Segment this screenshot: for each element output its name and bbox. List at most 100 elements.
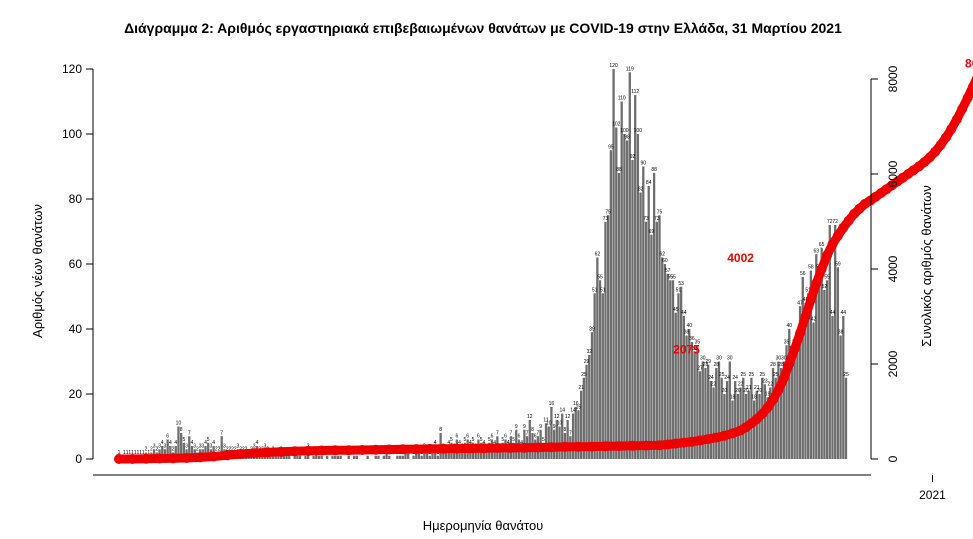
bar [782, 361, 785, 459]
bar [796, 338, 799, 459]
bar [177, 426, 180, 459]
bar-value-label: 30 [700, 356, 706, 362]
bar [277, 455, 280, 459]
bar-value-label: 2 [218, 447, 221, 453]
bar-value-label: 12 [554, 414, 560, 420]
cumulative-point [827, 239, 838, 250]
bar-value-label: 2 [145, 447, 148, 453]
bar [831, 316, 834, 459]
bar-value-label: 90 [641, 161, 647, 167]
bar-value-label: 3 [158, 443, 161, 449]
bar-value-label: 98 [624, 135, 630, 141]
bar [844, 377, 848, 459]
bar [331, 455, 334, 459]
bar-value-label: 16 [549, 401, 555, 407]
bar [190, 446, 194, 459]
bar-value-label: 2 [215, 447, 218, 453]
bar [204, 446, 207, 459]
bar-value-label: 110 [618, 96, 626, 102]
bar [288, 455, 291, 459]
bar [593, 293, 596, 459]
bar-value-label: 5 [480, 437, 483, 443]
bar [652, 173, 656, 459]
bar-value-label: 72 [832, 219, 838, 225]
bar-value-label: 10 [176, 421, 182, 427]
bar-value-label: 25 [759, 372, 765, 378]
bar-value-label: 15 [576, 404, 582, 410]
bar-value-label: 3 [253, 443, 256, 449]
bar [752, 400, 756, 459]
bar [588, 355, 591, 459]
bar-value-label: 7 [220, 430, 223, 436]
cumulative-point [127, 454, 138, 464]
bar [774, 377, 777, 459]
bar [161, 446, 164, 459]
bar-value-label: 9 [523, 424, 526, 430]
cumulative-point [678, 437, 689, 448]
y-axis-right-label: Συνολικός αριθμός θανάτων [919, 185, 934, 346]
bar-value-label: 21 [578, 385, 584, 391]
cumulative-point [370, 444, 381, 455]
bar-value-label: 1 [139, 450, 142, 456]
bar [679, 286, 683, 459]
bar [655, 221, 658, 459]
bar [690, 342, 694, 459]
bar-value-label: 3 [264, 443, 267, 449]
bar-value-label: 2 [196, 447, 199, 453]
cumulative-point [832, 230, 843, 241]
bar-value-label: 55 [597, 274, 603, 280]
bar [590, 332, 594, 459]
bar [571, 413, 575, 459]
cumulative-point [343, 445, 354, 456]
bar-value-label: 59 [835, 261, 841, 267]
bar [617, 173, 621, 459]
bar-value-label: 3 [193, 443, 196, 449]
bar-value-label: 36 [689, 336, 695, 342]
bar [398, 455, 402, 459]
cumulative-point [384, 444, 395, 455]
bar-value-label: 27 [697, 365, 703, 371]
bar-value-label: 60 [662, 258, 668, 264]
bar-value-label: 56 [800, 271, 806, 277]
bar-value-label: 5 [512, 437, 515, 443]
bar-value-label: 1 [147, 450, 150, 456]
bar [658, 215, 661, 459]
bar-value-label: 1 [137, 450, 140, 456]
bar-value-label: 63 [813, 248, 819, 254]
bar-value-label: 100 [620, 128, 629, 134]
bars-layer [117, 69, 848, 459]
y-right-tick-label: 2000 [886, 350, 900, 377]
cumulative-point [397, 444, 408, 455]
bar-value-label: 4 [482, 440, 485, 446]
bar [274, 455, 277, 459]
bar-value-label: 20 [722, 388, 728, 394]
bar-value-label: 42 [811, 317, 817, 323]
bar-value-label: 4 [458, 440, 461, 446]
bar [804, 303, 807, 459]
bar [582, 377, 585, 459]
bar-value-label: 30 [776, 356, 782, 362]
bar [723, 394, 726, 459]
cumulative-point [587, 441, 597, 452]
bar-value-label: 20 [735, 388, 741, 394]
bar [661, 257, 664, 459]
bar-value-label: 6 [477, 434, 480, 440]
bar-value-label: 2 [226, 447, 229, 453]
bar [574, 407, 577, 459]
bar [812, 322, 815, 459]
bar-value-label: 28 [770, 362, 776, 368]
bar [550, 407, 553, 459]
bar-value-label: 7 [496, 430, 499, 436]
bar-value-label: 30 [727, 356, 733, 362]
cumulative-point [505, 442, 516, 453]
cumulative-point [711, 432, 722, 443]
bar [355, 455, 358, 459]
bar-value-label: 119 [626, 66, 634, 72]
bar-value-label: 7 [509, 430, 512, 436]
bar-value-label: 5 [182, 437, 185, 443]
x-axis-label: Ημερομηνία θανάτου [423, 518, 544, 533]
bar [417, 452, 421, 459]
cumulative-point [600, 441, 611, 452]
bar-value-label: 100 [634, 128, 643, 134]
bar [207, 442, 210, 459]
